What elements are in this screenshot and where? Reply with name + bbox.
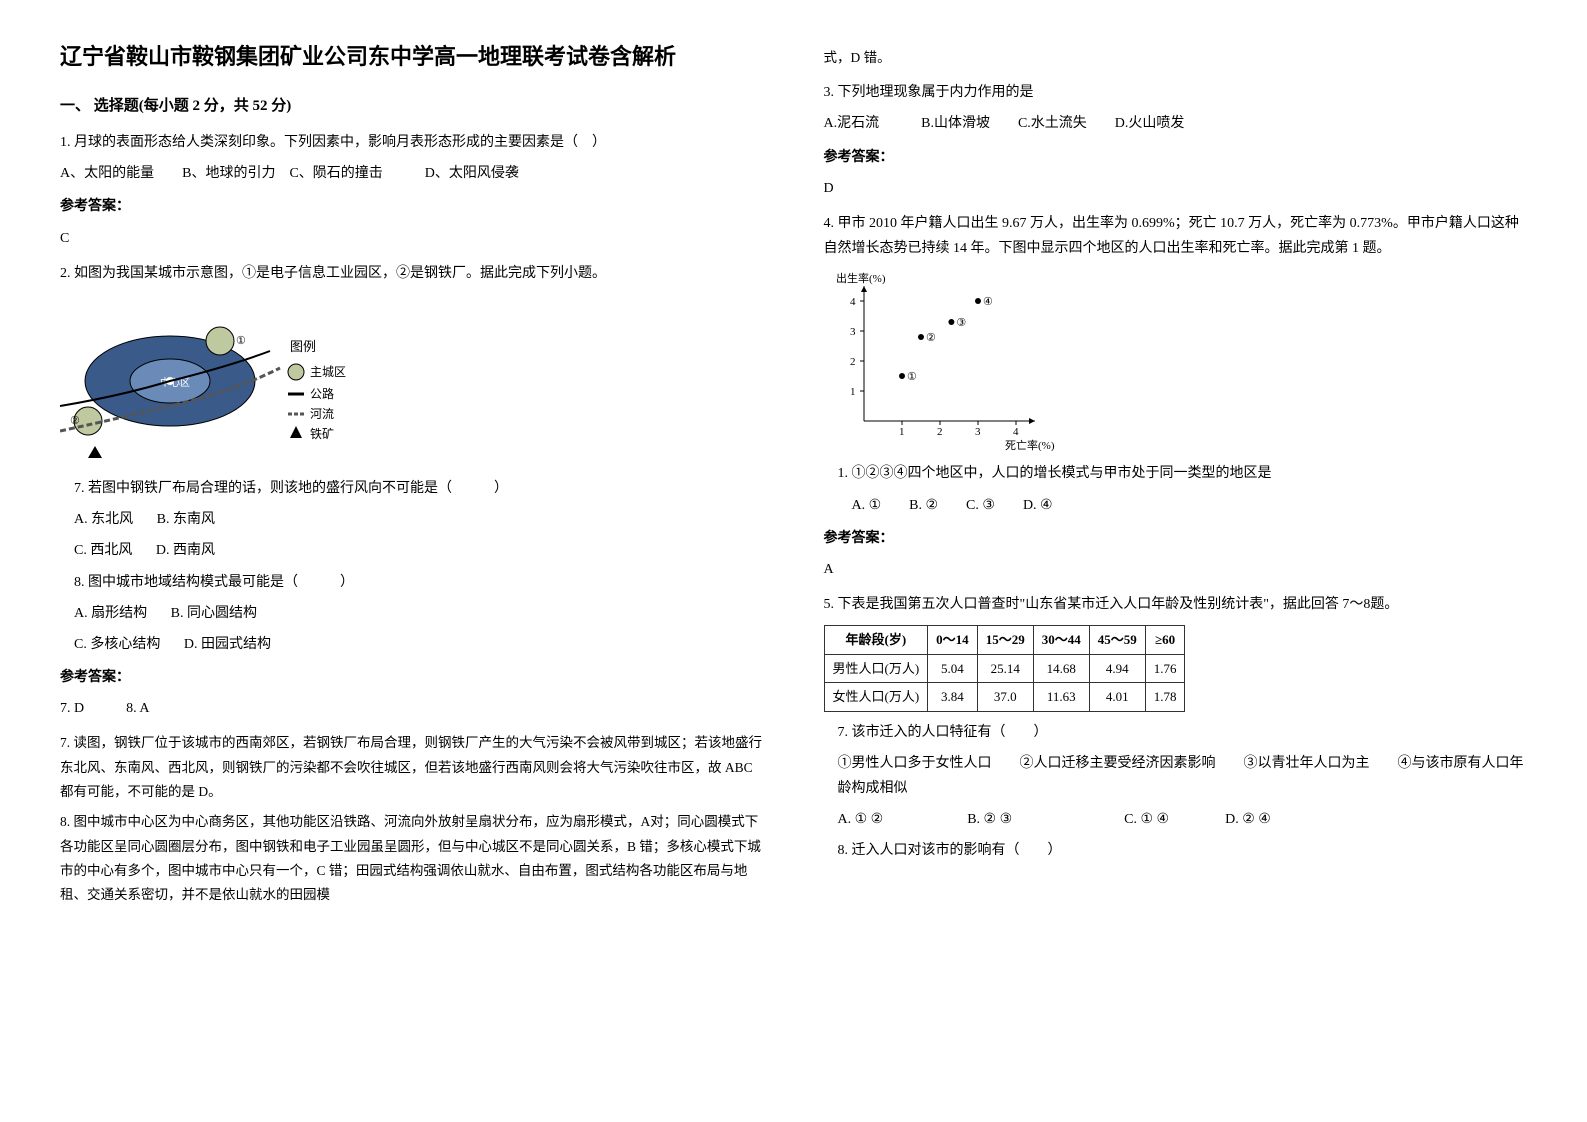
- svg-text:死亡率(%): 死亡率(%): [1005, 438, 1055, 451]
- svg-text:铁矿: 铁矿: [310, 427, 334, 441]
- question-5: 5. 下表是我国第五次人口普查时"山东省某市迁入人口年龄及性别统计表"，据此回答…: [824, 592, 1528, 863]
- q5-sub7-opts: A. ① ② B. ② ③ C. ① ④ D. ② ④: [838, 807, 1528, 832]
- svg-text:3: 3: [850, 326, 856, 338]
- q5-sub7: 7. 该市迁入的人口特征有（ ）: [838, 720, 1528, 745]
- svg-text:公路: 公路: [310, 386, 334, 401]
- question-1: 1. 月球的表面形态给人类深刻印象。下列因素中，影响月表形态形成的主要因素是（ …: [60, 130, 764, 251]
- svg-text:2: 2: [850, 356, 856, 368]
- q2-sub7: 7. 若图中钢铁厂布局合理的话，则该地的盛行风向不可能是（ ）: [74, 476, 764, 501]
- q1-options: A、太阳的能量 B、地球的引力 C、陨石的撞击 D、太阳风侵袭: [60, 161, 764, 186]
- q1-text: 1. 月球的表面形态给人类深刻印象。下列因素中，影响月表形态形成的主要因素是（ …: [60, 130, 764, 155]
- svg-text:4: 4: [1013, 426, 1019, 438]
- q4-chart: 12341234死亡率(%)出生率(%)①②③④: [824, 271, 1528, 451]
- svg-text:①: ①: [236, 335, 246, 347]
- svg-text:④: ④: [983, 296, 993, 308]
- question-3: 3. 下列地理现象属于内力作用的是 A.泥石流 B.山体滑坡 C.水土流失 D.…: [824, 80, 1528, 201]
- q2-ans-label: 参考答案：: [60, 665, 764, 690]
- q4-sub1-opts: A. ① B. ② C. ③ D. ④: [852, 493, 1528, 518]
- svg-text:1: 1: [850, 386, 856, 398]
- table-header: 45～59: [1089, 626, 1145, 654]
- q4-text: 4. 甲市 2010 年户籍人口出生 9.67 万人，出生率为 0.699%；死…: [824, 211, 1528, 261]
- svg-text:②: ②: [926, 332, 936, 344]
- svg-text:②: ②: [70, 415, 80, 427]
- svg-text:①: ①: [907, 371, 917, 383]
- svg-text:1: 1: [899, 426, 905, 438]
- q5-intro: 5. 下表是我国第五次人口普查时"山东省某市迁入人口年龄及性别统计表"，据此回答…: [824, 592, 1528, 617]
- q3-options: A.泥石流 B.山体滑坡 C.水土流失 D.火山喷发: [824, 111, 1528, 136]
- q4-answer: A: [824, 557, 1528, 582]
- svg-text:4: 4: [850, 296, 856, 308]
- q5-sub7-body: ①男性人口多于女性人口 ②人口迁移主要受经济因素影响 ③以青壮年人口为主 ④与该…: [838, 751, 1528, 801]
- q4-sub1: 1. ①②③④四个地区中，人口的增长模式与甲市处于同一类型的地区是: [838, 461, 1528, 486]
- q1-ans-label: 参考答案：: [60, 194, 764, 219]
- left-column: 辽宁省鞍山市鞍钢集团矿业公司东中学高一地理联考试卷含解析 一、 选择题(每小题 …: [60, 40, 764, 918]
- q2-sub8: 8. 图中城市地域结构模式最可能是（ ）: [74, 570, 764, 595]
- q5-sub8: 8. 迁入人口对该市的影响有（ ）: [838, 838, 1528, 863]
- table-row: 男性人口(万人)5.0425.1414.684.941.76: [824, 654, 1185, 682]
- svg-text:2: 2: [937, 426, 943, 438]
- section-1-header: 一、 选择题(每小题 2 分，共 52 分): [60, 93, 764, 120]
- q3-ans-label: 参考答案：: [824, 145, 1528, 170]
- q3-answer: D: [824, 176, 1528, 201]
- table-header: 15～29: [977, 626, 1033, 654]
- table-header: 年龄段(岁): [824, 626, 928, 654]
- q3-text: 3. 下列地理现象属于内力作用的是: [824, 80, 1528, 105]
- question-2: 2. 如图为我国某城市示意图，①是电子信息工业园区，②是钢铁厂。据此完成下列小题…: [60, 261, 764, 908]
- right-column: 式，D 错。 3. 下列地理现象属于内力作用的是 A.泥石流 B.山体滑坡 C.…: [824, 40, 1528, 918]
- q2-explain-tail: 式，D 错。: [824, 46, 1528, 70]
- q1-answer: C: [60, 226, 764, 251]
- page-title: 辽宁省鞍山市鞍钢集团矿业公司东中学高一地理联考试卷含解析: [60, 40, 764, 73]
- question-4: 4. 甲市 2010 年户籍人口出生 9.67 万人，出生率为 0.699%；死…: [824, 211, 1528, 582]
- q2-sub8-opts2: C. 多核心结构 D. 田园式结构: [74, 632, 764, 657]
- q4-ans-label: 参考答案：: [824, 526, 1528, 551]
- q2-explain-7: 7. 读图，钢铁厂位于该城市的西南郊区，若钢铁厂布局合理，则钢铁厂产生的大气污染…: [60, 731, 764, 804]
- svg-text:出生率(%): 出生率(%): [836, 271, 886, 285]
- table-header: ≥60: [1145, 626, 1185, 654]
- table-header: 0～14: [928, 626, 978, 654]
- svg-text:主城区: 主城区: [310, 365, 346, 379]
- q2-explain-8: 8. 图中城市中心区为中心商务区，其他功能区沿铁路、河流向外放射呈扇状分布，应为…: [60, 810, 764, 907]
- q2-sub8-opts: A. 扇形结构 B. 同心圆结构: [74, 601, 764, 626]
- q2-sub7-opts2: C. 西北风 D. 西南风: [74, 538, 764, 563]
- svg-text:河流: 河流: [310, 407, 334, 421]
- legend-title: 图例: [290, 339, 316, 354]
- svg-text:③: ③: [956, 317, 966, 329]
- q2-sub7-opts: A. 东北风 B. 东南风: [74, 507, 764, 532]
- q2-figure: 中心区 ① ② 图例 主城区 公路 河流 铁矿: [60, 296, 764, 466]
- q5-table: 年龄段(岁)0～1415～2930～4445～59≥60男性人口(万人)5.04…: [824, 625, 1186, 711]
- q2-text: 2. 如图为我国某城市示意图，①是电子信息工业园区，②是钢铁厂。据此完成下列小题…: [60, 261, 764, 286]
- q2-answer: 7. D 8. A: [60, 696, 764, 721]
- table-header: 30～44: [1033, 626, 1089, 654]
- svg-text:3: 3: [975, 426, 981, 438]
- table-row: 女性人口(万人)3.8437.011.634.011.78: [824, 683, 1185, 711]
